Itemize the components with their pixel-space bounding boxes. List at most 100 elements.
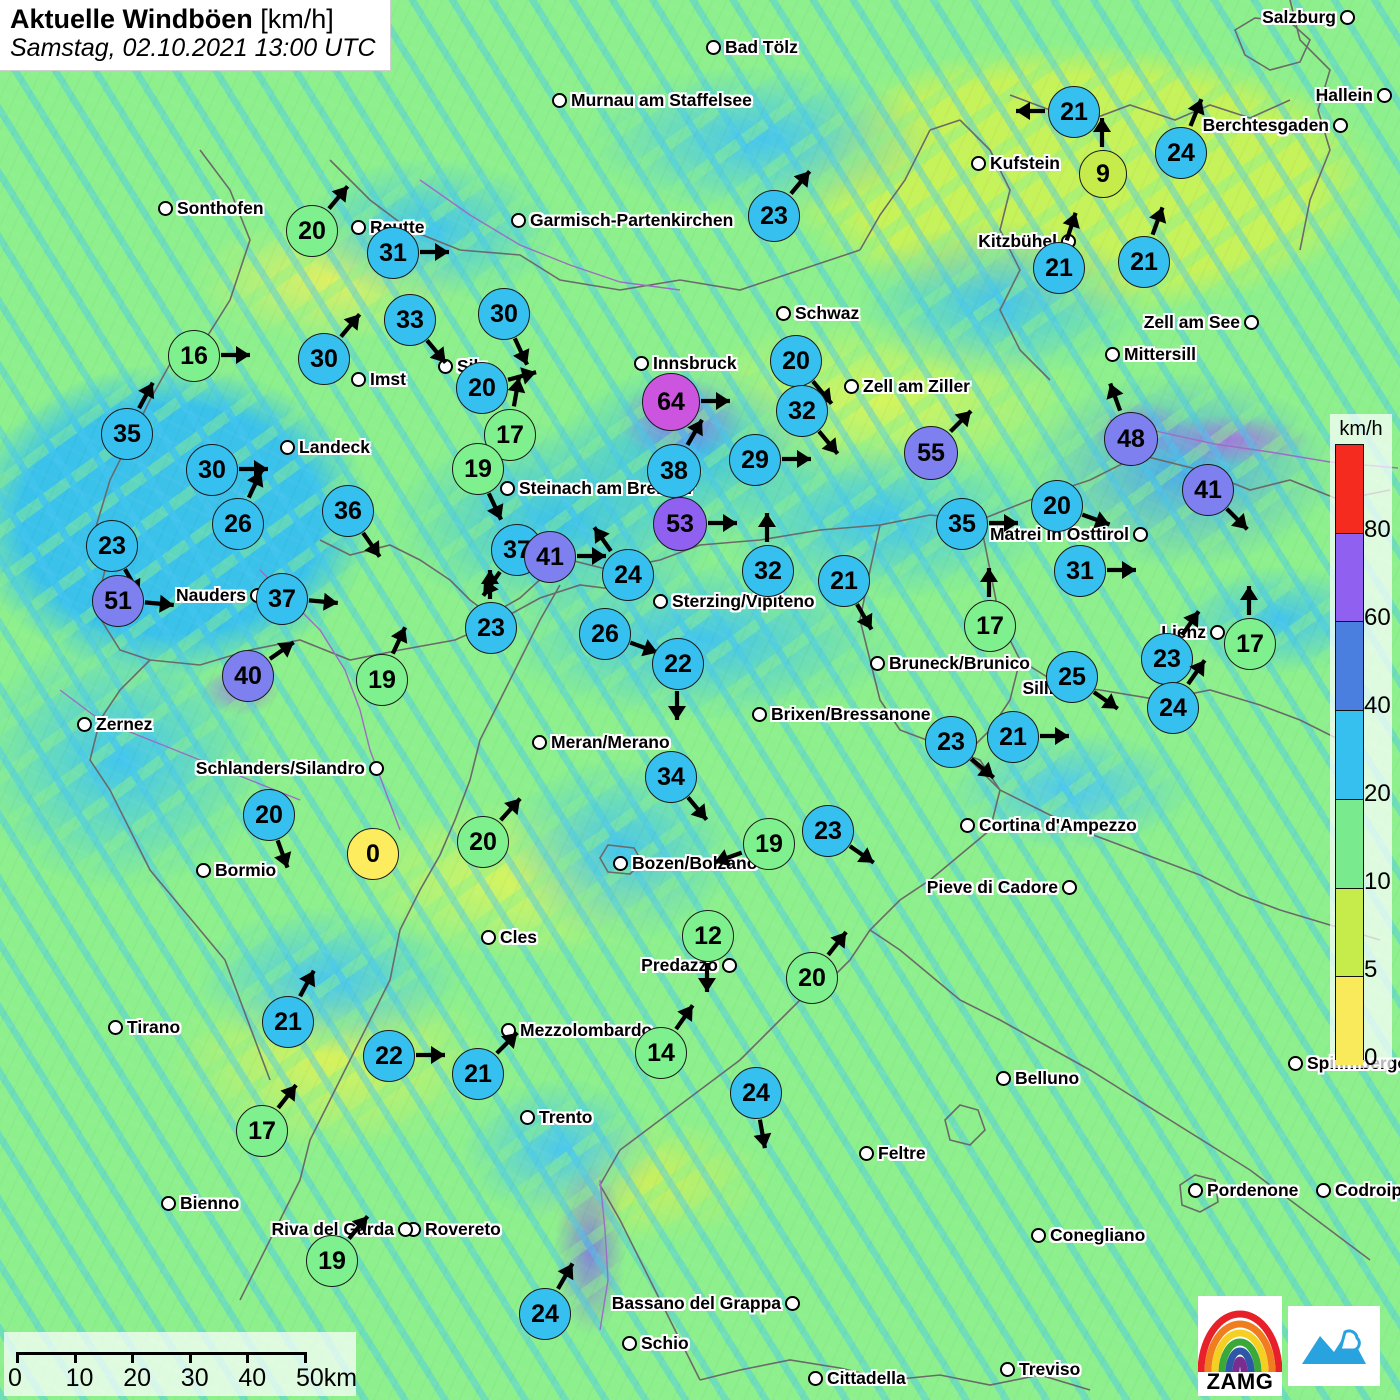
wind-direction-arrow-icon	[390, 626, 408, 655]
wind-station-marker[interactable]: 32	[776, 385, 840, 456]
city-name: Sonthofen	[177, 198, 264, 218]
wind-station-marker[interactable]: 20	[1031, 480, 1111, 532]
wind-station-marker[interactable]: 14	[635, 1004, 695, 1079]
wind-station-marker[interactable]: 21	[1016, 86, 1100, 138]
wind-station-marker[interactable]: 31	[367, 227, 449, 279]
wind-station-marker[interactable]: 19	[306, 1214, 370, 1287]
wind-gust-value: 31	[367, 227, 419, 279]
wind-station-marker[interactable]: 35	[936, 498, 1018, 550]
wind-station-marker[interactable]: 20	[457, 797, 522, 868]
wind-station-marker[interactable]: 20	[286, 184, 350, 257]
wind-station-marker[interactable]: 41	[1182, 464, 1249, 531]
city-dot-icon	[1188, 1183, 1203, 1198]
wind-station-marker[interactable]: 64	[642, 373, 730, 431]
wind-gust-value: 20	[286, 205, 338, 257]
wind-station-marker[interactable]: 21	[1118, 206, 1170, 288]
city-label: Murnau am Staffelsee	[552, 90, 752, 111]
city-dot-icon	[398, 1222, 413, 1237]
wind-station-marker[interactable]: 23	[465, 570, 517, 654]
wind-station-marker[interactable]: 30	[186, 444, 268, 496]
city-name: Mezzolombardo	[520, 1020, 653, 1040]
wind-station-marker[interactable]: 23	[925, 716, 996, 780]
wind-station-marker[interactable]: 0	[347, 828, 399, 880]
wind-station-marker[interactable]: 21	[818, 555, 874, 631]
wind-station-marker[interactable]: 30	[478, 288, 530, 366]
wind-station-marker[interactable]: 29	[729, 434, 811, 486]
wind-gust-value: 24	[1147, 682, 1199, 734]
wind-station-marker[interactable]: 17	[1224, 586, 1276, 670]
wind-gust-value: 19	[452, 443, 504, 495]
city-label: Schlanders/Silandro	[196, 758, 384, 779]
wind-station-marker[interactable]: 17	[236, 1083, 298, 1157]
wind-station-marker[interactable]: 35	[101, 381, 155, 460]
wind-station-marker[interactable]: 23	[86, 520, 142, 596]
wind-station-marker[interactable]: 19	[713, 818, 795, 870]
wind-direction-arrow-icon	[308, 592, 338, 611]
wind-station-marker[interactable]: 24	[1147, 659, 1207, 734]
wind-station-marker[interactable]: 20	[456, 362, 537, 414]
legend-color-band	[1336, 888, 1363, 978]
wind-station-marker[interactable]: 38	[647, 418, 704, 498]
city-name: Treviso	[1019, 1359, 1081, 1379]
wind-station-marker[interactable]: 21	[987, 711, 1069, 763]
page-title: Aktuelle Windböen [km/h]	[10, 4, 376, 34]
city-dot-icon	[196, 863, 211, 878]
wind-direction-arrow-icon	[592, 526, 613, 553]
wind-station-marker[interactable]: 51	[92, 575, 174, 627]
wind-direction-arrow-icon	[980, 568, 998, 597]
wind-station-marker[interactable]: 24	[519, 1262, 575, 1340]
city-dot-icon	[1288, 1056, 1303, 1071]
wind-gust-value: 30	[478, 288, 530, 340]
wind-station-marker[interactable]: 48	[1104, 382, 1158, 466]
wind-station-marker[interactable]: 30	[298, 312, 362, 385]
city-label: Bormio	[196, 860, 276, 881]
wind-station-marker[interactable]: 17	[964, 568, 1016, 652]
wind-station-marker[interactable]: 24	[730, 1067, 782, 1149]
wind-gust-value: 24	[602, 549, 654, 601]
city-name: Trento	[539, 1107, 593, 1127]
city-label: Cles	[481, 927, 537, 948]
wind-station-marker[interactable]: 24	[592, 526, 654, 601]
wind-station-marker[interactable]: 53	[653, 497, 737, 551]
wind-direction-arrow-icon	[1040, 727, 1069, 745]
wind-station-marker[interactable]: 19	[452, 443, 504, 521]
wind-station-marker[interactable]: 21	[262, 969, 316, 1048]
wind-station-marker[interactable]: 36	[322, 485, 382, 558]
wind-station-marker[interactable]: 22	[363, 1030, 445, 1082]
wind-station-marker[interactable]: 12	[682, 910, 734, 992]
wind-station-marker[interactable]: 22	[652, 638, 704, 720]
wind-station-marker[interactable]: 55	[904, 409, 973, 480]
wind-station-marker[interactable]: 25	[1046, 651, 1119, 711]
wind-station-marker[interactable]: 24	[1155, 98, 1207, 179]
wind-station-marker[interactable]: 21	[452, 1031, 519, 1100]
wind-station-marker[interactable]: 26	[579, 608, 659, 660]
wind-station-marker[interactable]: 9	[1079, 118, 1127, 198]
wind-gust-value: 21	[1033, 242, 1085, 294]
wind-station-marker[interactable]: 16	[168, 330, 250, 382]
wind-station-marker[interactable]: 41	[524, 531, 606, 583]
wind-station-marker[interactable]: 20	[786, 930, 848, 1004]
wind-station-marker[interactable]: 32	[742, 513, 794, 597]
wind-station-marker[interactable]: 34	[645, 751, 709, 822]
wind-station-marker[interactable]: 21	[1033, 212, 1085, 294]
wind-station-marker[interactable]: 33	[384, 294, 448, 365]
wind-direction-arrow-icon	[481, 570, 499, 599]
legend-color-bar	[1335, 444, 1364, 1065]
wind-station-marker[interactable]: 23	[802, 805, 875, 865]
city-name: Bassano del Grappa	[611, 1293, 781, 1313]
wind-station-marker[interactable]: 20	[243, 789, 295, 869]
wind-station-marker[interactable]: 40	[222, 640, 295, 702]
wind-station-marker[interactable]: 26	[212, 470, 264, 550]
wind-gust-value: 24	[730, 1067, 782, 1119]
wind-station-marker[interactable]: 20	[770, 335, 834, 406]
wind-station-marker[interactable]: 23	[748, 169, 812, 242]
city-name: Berchtesgaden	[1202, 115, 1329, 135]
wind-gust-value: 40	[222, 650, 274, 702]
wind-station-marker[interactable]: 23	[1141, 610, 1201, 685]
city-name: Brixen/Bressanone	[771, 704, 931, 724]
color-scale-legend: km/h 80 60 40 20 10 5 0	[1330, 414, 1392, 1070]
wind-station-marker[interactable]: 31	[1054, 545, 1136, 597]
wind-station-marker[interactable]: 37	[256, 573, 338, 625]
wind-station-marker[interactable]: 19	[356, 626, 408, 706]
wind-direction-arrow-icon	[361, 531, 382, 558]
